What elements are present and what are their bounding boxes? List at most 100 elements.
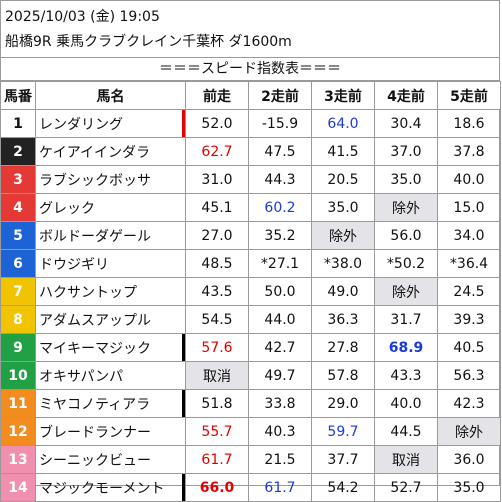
- table-row: 11 ミヤコノティアラ 51.8 33.8 29.0 40.0 42.3: [0, 389, 501, 418]
- speed-prev4: 除外: [374, 193, 438, 222]
- horse-name: マイキーマジック: [35, 333, 186, 362]
- horse-name: ブレードランナー: [35, 417, 186, 446]
- speed-prev3: 37.7: [311, 445, 375, 474]
- datetime-label: 2025/10/03 (金) 19:05: [5, 9, 160, 25]
- horse-number: 9: [0, 333, 36, 362]
- speed-prev5: 34.0: [437, 221, 501, 250]
- table-row: 12 ブレードランナー 55.7 40.3 59.7 44.5 除外: [0, 417, 501, 446]
- speed-prev1: 43.5: [185, 277, 249, 306]
- speed-prev5: 18.6: [437, 109, 501, 138]
- table-row: 2 ケイアイインダラ 62.7 47.5 41.5 37.0 37.8: [0, 137, 501, 166]
- speed-prev5: 37.8: [437, 137, 501, 166]
- speed-prev3: 20.5: [311, 165, 375, 194]
- speed-prev1: 55.7: [185, 417, 249, 446]
- horse-name: ケイアイインダラ: [35, 137, 186, 166]
- horse-name: ラブシックボッサ: [35, 165, 186, 194]
- horse-number: 1: [0, 109, 36, 138]
- speed-prev1: 取消: [185, 361, 249, 390]
- speed-prev3: 49.0: [311, 277, 375, 306]
- speed-index-table: 馬番 馬名 前走 2走前 3走前 4走前 5走前 1 レンダリング 52.0 -…: [0, 81, 501, 502]
- table-row: 3 ラブシックボッサ 31.0 44.3 20.5 35.0 40.0: [0, 165, 501, 194]
- table-header-row: 馬番 馬名 前走 2走前 3走前 4走前 5走前: [0, 81, 501, 110]
- table-row: 10 オキサパンパ 取消 49.7 57.8 43.3 56.3: [0, 361, 501, 390]
- col-header-prev2: 2走前: [248, 81, 312, 110]
- speed-prev3: 41.5: [311, 137, 375, 166]
- speed-prev3: 57.8: [311, 361, 375, 390]
- speed-prev1: 61.7: [185, 445, 249, 474]
- speed-prev5: 40.0: [437, 165, 501, 194]
- speed-prev4: *50.2: [374, 249, 438, 278]
- horse-number: 4: [0, 193, 36, 222]
- speed-prev2: *27.1: [248, 249, 312, 278]
- speed-prev5: 除外: [437, 417, 501, 446]
- speed-prev4: 取消: [374, 445, 438, 474]
- speed-prev1: 31.0: [185, 165, 249, 194]
- horse-name: グレック: [35, 193, 186, 222]
- horse-number: 2: [0, 137, 36, 166]
- col-header-prev3: 3走前: [311, 81, 375, 110]
- table-row: 5 ボルドーダゲール 27.0 35.2 除外 56.0 34.0: [0, 221, 501, 250]
- speed-prev5: 39.3: [437, 305, 501, 334]
- col-header-prev4: 4走前: [374, 81, 438, 110]
- horse-name: ミヤコノティアラ: [35, 389, 186, 418]
- col-header-num: 馬番: [0, 81, 36, 110]
- speed-prev2: -15.9: [248, 109, 312, 138]
- horse-name: ハクサントップ: [35, 277, 186, 306]
- col-header-prev5: 5走前: [437, 81, 501, 110]
- speed-prev3: 除外: [311, 221, 375, 250]
- speed-prev3: 59.7: [311, 417, 375, 446]
- speed-prev3: 29.0: [311, 389, 375, 418]
- horse-number: 11: [0, 389, 36, 418]
- table-row: 4 グレック 45.1 60.2 35.0 除外 15.0: [0, 193, 501, 222]
- horse-number: 10: [0, 361, 36, 390]
- horse-name: ドウジギリ: [35, 249, 186, 278]
- horse-number: 12: [0, 417, 36, 446]
- speed-prev5: 40.5: [437, 333, 501, 362]
- speed-prev4: 56.0: [374, 221, 438, 250]
- horse-name: オキサパンパ: [35, 361, 186, 390]
- horse-number: 6: [0, 249, 36, 278]
- speed-prev5: *36.4: [437, 249, 501, 278]
- speed-prev3: *38.0: [311, 249, 375, 278]
- speed-prev2: 21.5: [248, 445, 312, 474]
- speed-prev1: 52.0: [185, 109, 249, 138]
- table-row: 9 マイキーマジック 57.6 42.7 27.8 68.9 40.5: [0, 333, 501, 362]
- col-header-prev1: 前走: [185, 81, 249, 110]
- table-row: 13 シーニックビュー 61.7 21.5 37.7 取消 36.0: [0, 445, 501, 474]
- speed-prev5: 24.5: [437, 277, 501, 306]
- horse-number: 5: [0, 221, 36, 250]
- speed-prev2: 40.3: [248, 417, 312, 446]
- speed-prev2: 50.0: [248, 277, 312, 306]
- speed-prev1: 54.5: [185, 305, 249, 334]
- speed-prev1: 57.6: [185, 333, 249, 362]
- speed-prev4: 44.5: [374, 417, 438, 446]
- speed-prev4: 31.7: [374, 305, 438, 334]
- speed-prev2: 49.7: [248, 361, 312, 390]
- speed-prev3: 27.8: [311, 333, 375, 362]
- horse-number: 7: [0, 277, 36, 306]
- speed-prev4: 37.0: [374, 137, 438, 166]
- horse-number: 3: [0, 165, 36, 194]
- horse-number: 8: [0, 305, 36, 334]
- table-row: 6 ドウジギリ 48.5 *27.1 *38.0 *50.2 *36.4: [0, 249, 501, 278]
- speed-prev5: 15.0: [437, 193, 501, 222]
- speed-index-banner: ＝＝＝スピード指数表＝＝＝: [0, 57, 500, 81]
- horse-number: 13: [0, 445, 36, 474]
- speed-prev5: 42.3: [437, 389, 501, 418]
- horse-name: レンダリング: [35, 109, 186, 138]
- speed-prev2: 44.3: [248, 165, 312, 194]
- speed-prev2: 47.5: [248, 137, 312, 166]
- table-row: 7 ハクサントップ 43.5 50.0 49.0 除外 24.5: [0, 277, 501, 306]
- speed-prev4: 40.0: [374, 389, 438, 418]
- speed-prev1: 27.0: [185, 221, 249, 250]
- speed-prev2: 44.0: [248, 305, 312, 334]
- speed-prev1: 45.1: [185, 193, 249, 222]
- speed-prev1: 48.5: [185, 249, 249, 278]
- speed-prev5: 36.0: [437, 445, 501, 474]
- col-header-name: 馬名: [35, 81, 186, 110]
- horse-name: アダムスアップル: [35, 305, 186, 334]
- speed-prev2: 33.8: [248, 389, 312, 418]
- table-row: 8 アダムスアップル 54.5 44.0 36.3 31.7 39.3: [0, 305, 501, 334]
- race-title: 船橋9R 乗馬クラブクレイン千葉杯 ダ1600m: [5, 34, 292, 50]
- speed-prev4: 35.0: [374, 165, 438, 194]
